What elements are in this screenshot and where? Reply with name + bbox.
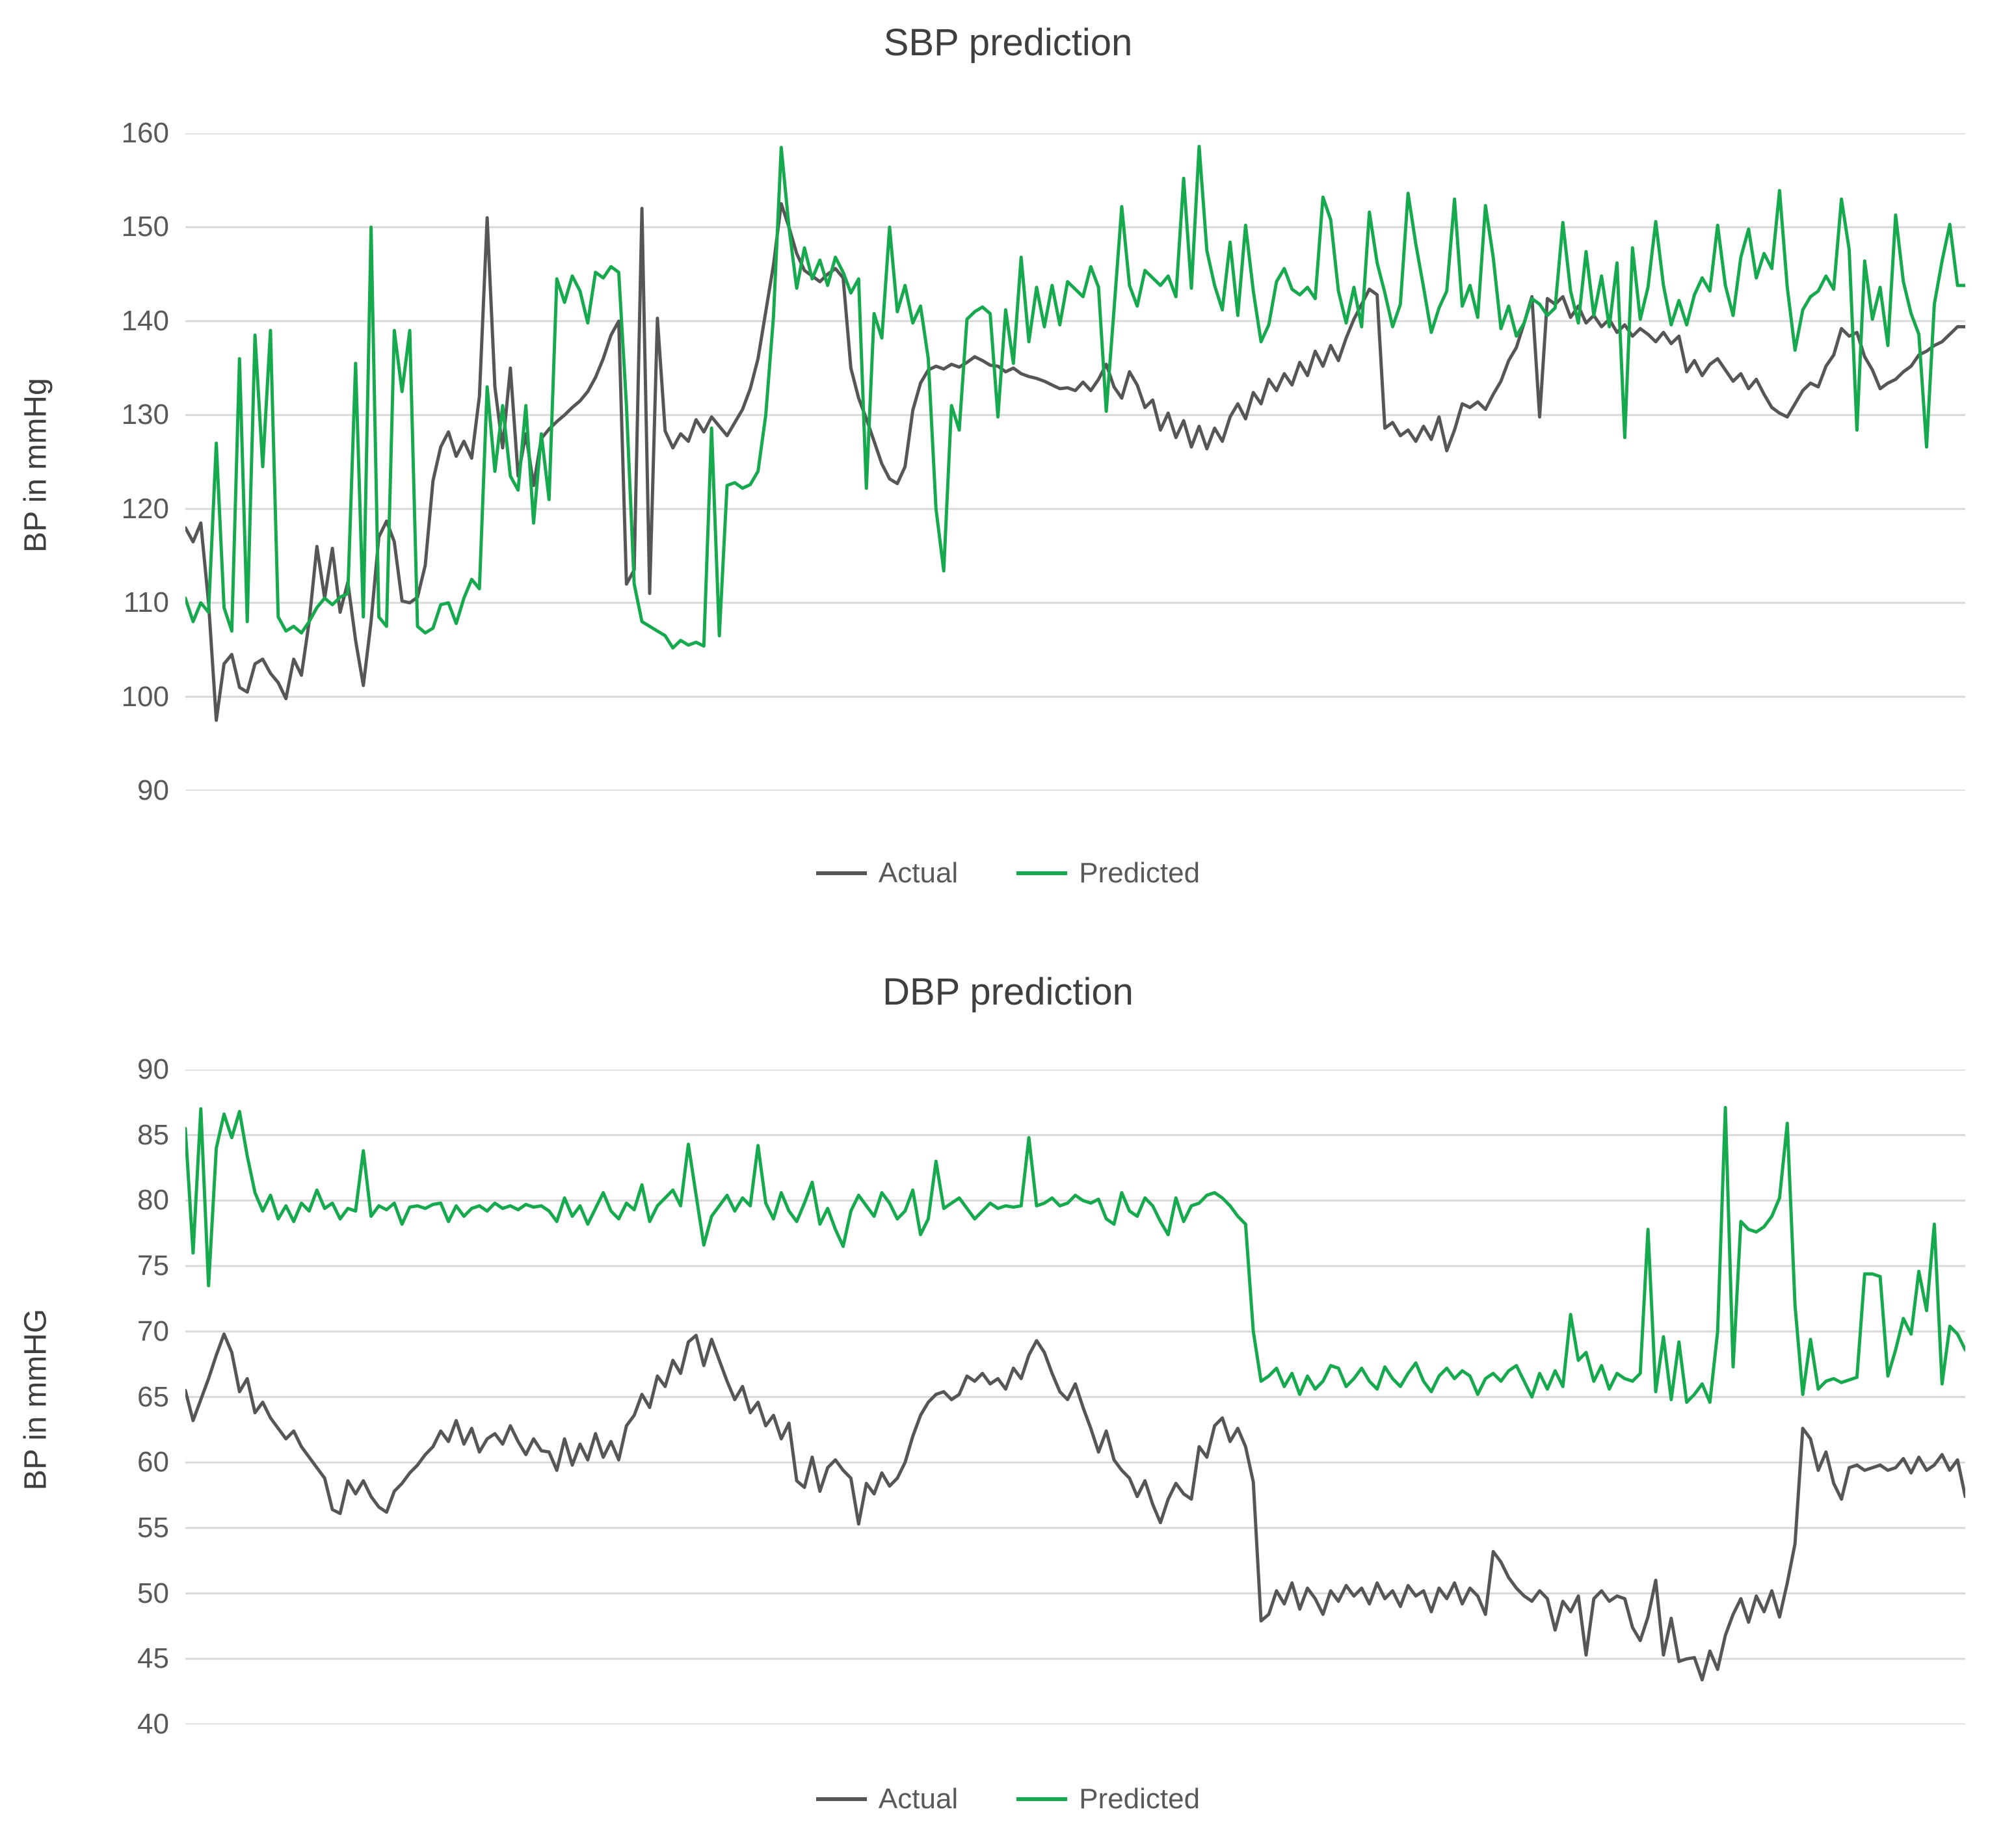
series-line-predicted [185,144,1965,650]
dbp-plot-area [185,1070,1965,1724]
series-line-predicted [185,1105,1965,1404]
chart-svg [185,1070,1965,1724]
chart-svg [185,133,1965,791]
y-tick-label: 40 [137,1708,169,1740]
y-tick-label: 140 [121,304,169,337]
legend-item-actual: Actual [816,1783,958,1815]
legend-label-predicted: Predicted [1079,857,1200,889]
legend-swatch-actual [816,871,867,875]
y-tick-label: 85 [137,1118,169,1151]
dbp-chart-title: DBP prediction [882,971,1134,1013]
series-line-actual [185,202,1965,722]
legend-label-actual: Actual [878,857,959,889]
y-tick-label: 160 [121,117,169,149]
y-tick-label: 80 [137,1184,169,1217]
legend-label-actual: Actual [878,1783,959,1815]
y-tick-label: 110 [123,586,169,619]
y-tick-label: 100 [121,680,169,713]
sbp-legend: Actual Predicted [0,857,2016,889]
y-tick-label: 45 [137,1642,169,1675]
dbp-y-axis-title: BP in mmHG [18,1308,53,1491]
y-tick-label: 90 [137,774,169,806]
y-tick-label: 90 [137,1053,169,1085]
sbp-chart-title: SBP prediction [883,21,1133,64]
dbp-legend: Actual Predicted [0,1783,2016,1815]
legend-swatch-actual [816,1797,867,1801]
y-tick-label: 65 [137,1380,169,1413]
sbp-plot-area [185,133,1965,791]
y-tick-label: 70 [137,1315,169,1347]
legend-swatch-predicted [1016,871,1068,875]
y-tick-label: 50 [137,1577,169,1609]
legend-item-predicted: Predicted [1016,1783,1200,1815]
legend-item-predicted: Predicted [1016,857,1200,889]
y-tick-label: 120 [121,492,169,525]
sbp-y-axis-title: BP in mmHg [18,378,53,553]
y-tick-label: 55 [137,1511,169,1544]
series-line-actual [185,1332,1965,1681]
y-tick-label: 130 [121,399,169,431]
legend-item-actual: Actual [816,857,958,889]
legend-label-predicted: Predicted [1079,1783,1200,1815]
y-tick-label: 150 [121,211,169,243]
y-tick-label: 75 [137,1250,169,1282]
y-tick-label: 60 [137,1446,169,1479]
legend-swatch-predicted [1016,1797,1068,1801]
